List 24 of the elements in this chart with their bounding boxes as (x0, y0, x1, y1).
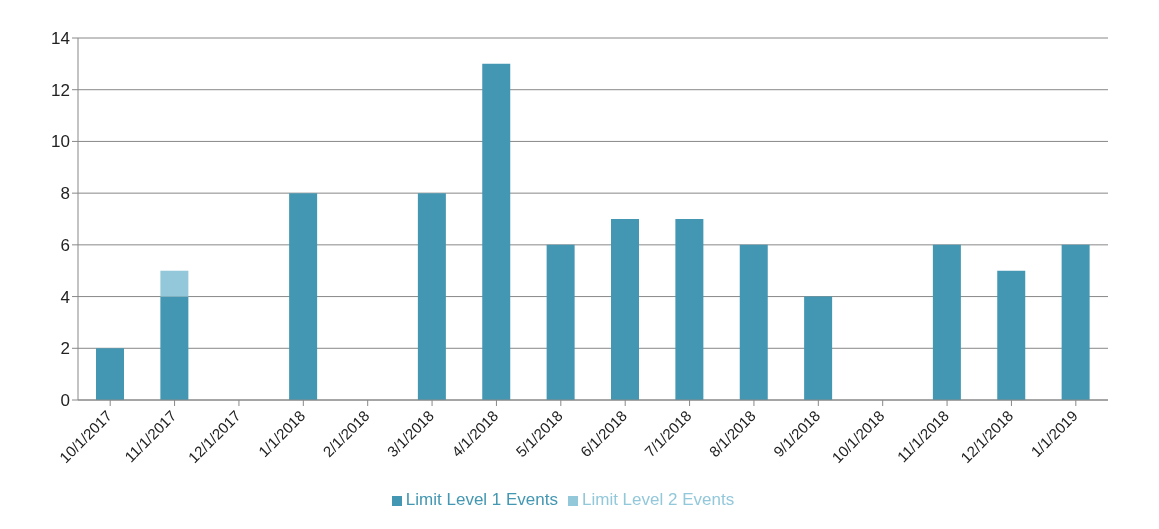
bar (417, 193, 446, 400)
bar (289, 193, 318, 400)
y-tick-label: 6 (60, 235, 70, 255)
y-tick-label: 12 (51, 80, 70, 100)
bar (160, 296, 189, 400)
y-tick-label: 0 (60, 391, 70, 411)
bar (675, 219, 704, 400)
bar (804, 296, 833, 400)
y-tick-label: 2 (60, 339, 70, 359)
bar (1061, 244, 1090, 400)
bar (932, 244, 961, 400)
bar (611, 219, 639, 400)
legend-label: Limit Level 1 Events (405, 490, 558, 509)
bar (739, 244, 768, 400)
bar (96, 348, 124, 400)
bar (160, 270, 189, 297)
bar (546, 244, 575, 400)
y-tick-label: 8 (60, 184, 70, 204)
y-tick-label: 14 (51, 29, 70, 49)
y-tick-label: 4 (60, 287, 70, 307)
legend-label: Limit Level 2 Events (582, 490, 735, 509)
bar (482, 63, 511, 400)
y-tick-label: 10 (51, 132, 70, 152)
bar (997, 270, 1026, 400)
